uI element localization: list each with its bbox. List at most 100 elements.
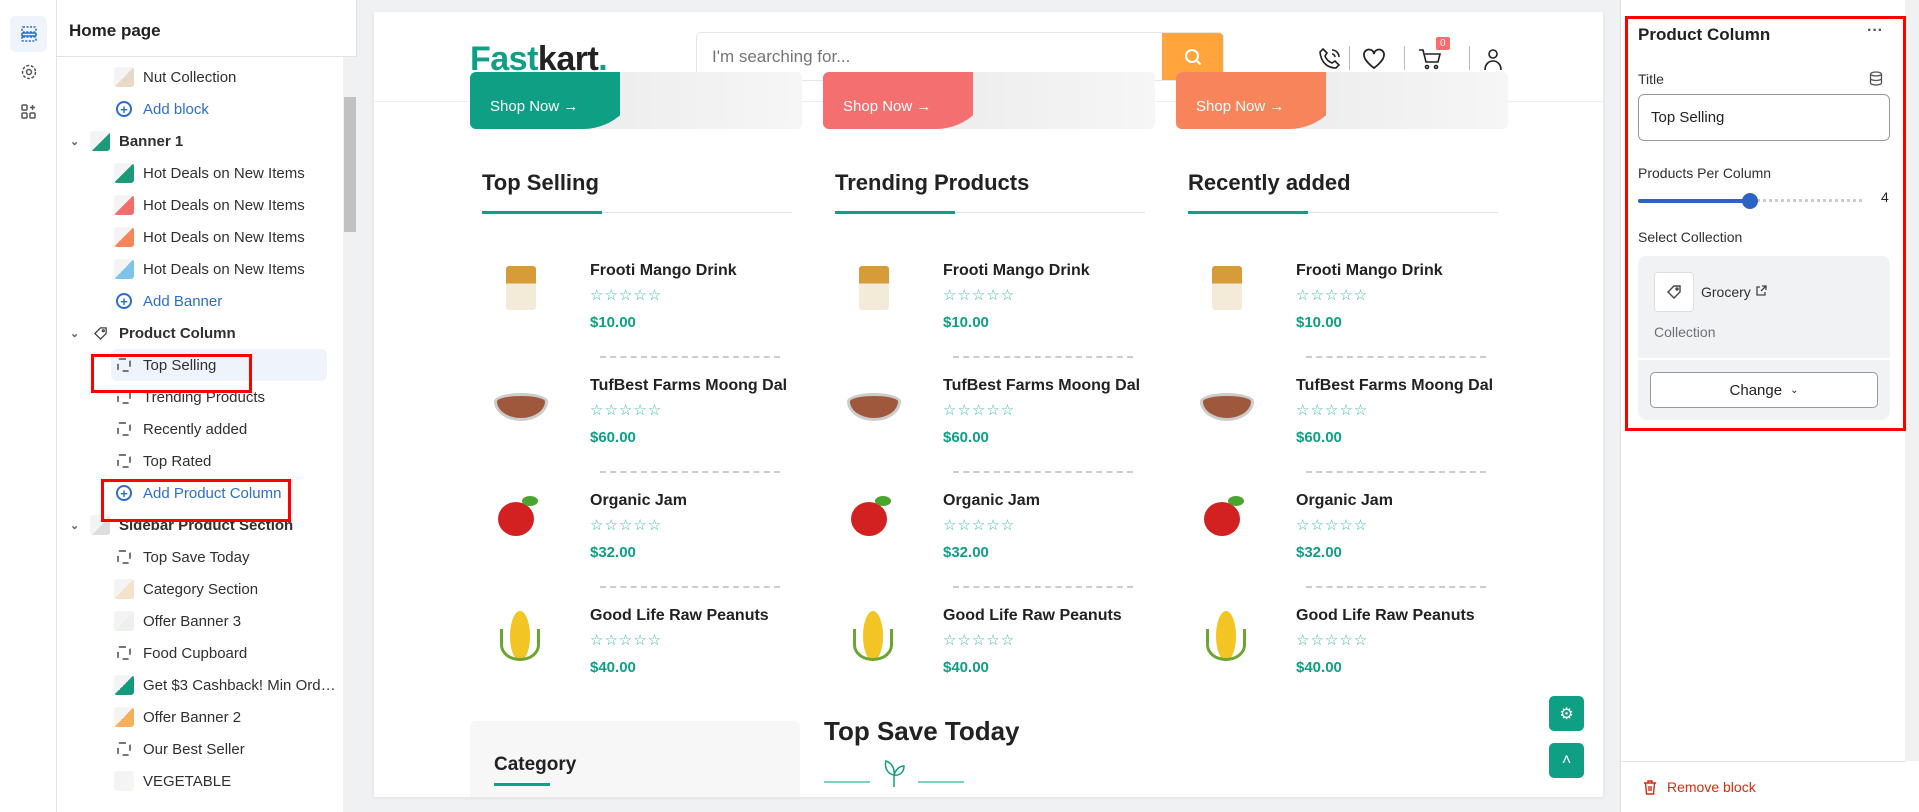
- product-name[interactable]: Organic Jam: [590, 492, 687, 509]
- tree-item[interactable]: VEGETABLE: [114, 765, 231, 797]
- product-card[interactable]: Good Life Raw Peanuts ☆☆☆☆☆ $40.00: [470, 597, 780, 707]
- product-card[interactable]: Good Life Raw Peanuts ☆☆☆☆☆ $40.00: [823, 597, 1133, 707]
- change-collection-button[interactable]: Change ⌄: [1650, 372, 1878, 408]
- product-card[interactable]: Frooti Mango Drink ☆☆☆☆☆ $10.00: [1176, 252, 1486, 362]
- tree-section[interactable]: ⌄ Product Column: [70, 317, 236, 349]
- product-name[interactable]: Frooti Mango Drink: [943, 262, 1090, 279]
- tree-item[interactable]: Top Save Today: [114, 541, 249, 573]
- settings-float-button[interactable]: ⚙: [1549, 696, 1584, 731]
- product-image[interactable]: [492, 611, 550, 661]
- store-logo[interactable]: Fastkart.: [470, 40, 608, 78]
- product-name[interactable]: TufBest Farms Moong Dal: [943, 377, 1141, 394]
- user-icon[interactable]: [1480, 46, 1506, 72]
- tree-item[interactable]: Offer Banner 3: [114, 605, 241, 637]
- product-image[interactable]: [492, 381, 550, 431]
- product-name[interactable]: Organic Jam: [943, 492, 1040, 509]
- product-name[interactable]: Good Life Raw Peanuts: [1296, 607, 1475, 624]
- tree-item-label: Offer Banner 2: [143, 708, 242, 726]
- product-name[interactable]: Good Life Raw Peanuts: [943, 607, 1122, 624]
- sections-icon[interactable]: [10, 16, 47, 52]
- scroll-top-button[interactable]: ˄: [1549, 743, 1584, 778]
- tree-item[interactable]: Offer Banner 2: [114, 701, 241, 733]
- product-image[interactable]: [1198, 611, 1256, 661]
- promo-banner[interactable]: Shop Now →: [823, 72, 1155, 129]
- product-image[interactable]: [492, 266, 550, 316]
- external-link-icon[interactable]: [1755, 285, 1767, 297]
- tree-scrollbar[interactable]: [343, 57, 357, 812]
- product-name[interactable]: TufBest Farms Moong Dal: [590, 377, 788, 394]
- tree-item[interactable]: Hot Deals on New Items: [114, 221, 305, 253]
- add-item-button[interactable]: + Add block: [114, 93, 209, 125]
- products-per-column-value: 4: [1881, 189, 1889, 205]
- shop-now-link[interactable]: Shop Now →: [1196, 98, 1285, 115]
- product-name[interactable]: Good Life Raw Peanuts: [590, 607, 769, 624]
- cart-icon[interactable]: [1417, 46, 1443, 72]
- product-card[interactable]: Frooti Mango Drink ☆☆☆☆☆ $10.00: [823, 252, 1133, 362]
- divider: [953, 356, 1133, 358]
- settings-scrollbar[interactable]: [1905, 0, 1919, 761]
- tree-section[interactable]: ⌄ Banner 1: [70, 125, 183, 157]
- tree-item[interactable]: Hot Deals on New Items: [114, 253, 305, 285]
- product-image[interactable]: [1198, 266, 1256, 316]
- block-thumbnail: [114, 771, 134, 791]
- apps-icon[interactable]: [10, 94, 47, 130]
- product-image[interactable]: [845, 266, 903, 316]
- product-card[interactable]: Good Life Raw Peanuts ☆☆☆☆☆ $40.00: [1176, 597, 1486, 707]
- tag-icon: [90, 323, 110, 343]
- block-placeholder-icon: [117, 422, 131, 436]
- product-image[interactable]: [845, 611, 903, 661]
- product-card[interactable]: TufBest Farms Moong Dal ☆☆☆☆☆ $60.00: [470, 367, 787, 477]
- panel-heading: Product Column: [1638, 25, 1771, 44]
- tree-item[interactable]: Nut Collection: [114, 61, 236, 93]
- product-name[interactable]: Organic Jam: [1296, 492, 1393, 509]
- tree-item[interactable]: Recently added: [114, 413, 247, 445]
- product-image[interactable]: [1198, 496, 1256, 546]
- shop-now-link[interactable]: Shop Now →: [490, 98, 579, 115]
- block-thumbnail: [114, 611, 134, 631]
- tree-item[interactable]: Hot Deals on New Items: [114, 189, 305, 221]
- rating-stars: ☆☆☆☆☆: [943, 287, 1016, 304]
- promo-banner[interactable]: Shop Now →: [470, 72, 802, 129]
- product-card[interactable]: Organic Jam ☆☆☆☆☆ $32.00: [470, 482, 780, 592]
- product-card[interactable]: Frooti Mango Drink ☆☆☆☆☆ $10.00: [470, 252, 780, 362]
- database-icon[interactable]: [1869, 71, 1883, 86]
- product-card[interactable]: TufBest Farms Moong Dal ☆☆☆☆☆ $60.00: [823, 367, 1140, 477]
- add-item-button[interactable]: + Add Product Column: [114, 477, 281, 509]
- tree-item[interactable]: Get $3 Cashback! Min Ord…: [114, 669, 336, 701]
- tree-item-label: Recently added: [143, 420, 248, 438]
- shop-now-link[interactable]: Shop Now →: [843, 98, 932, 115]
- product-card[interactable]: Organic Jam ☆☆☆☆☆ $32.00: [823, 482, 1133, 592]
- product-card[interactable]: Organic Jam ☆☆☆☆☆ $32.00: [1176, 482, 1486, 592]
- product-name[interactable]: TufBest Farms Moong Dal: [1296, 377, 1494, 394]
- product-image[interactable]: [845, 496, 903, 546]
- add-item-button[interactable]: + Add Banner: [114, 285, 222, 317]
- product-image[interactable]: [1198, 381, 1256, 431]
- chevron-down-icon[interactable]: ⌄: [70, 135, 80, 148]
- product-card[interactable]: TufBest Farms Moong Dal ☆☆☆☆☆ $60.00: [1176, 367, 1493, 477]
- chevron-down-icon[interactable]: ⌄: [70, 327, 80, 340]
- product-image[interactable]: [492, 496, 550, 546]
- heart-icon[interactable]: [1361, 46, 1387, 72]
- search-icon: [1184, 48, 1201, 65]
- products-per-column-slider[interactable]: [1638, 193, 1862, 209]
- tree-item[interactable]: Category Section: [114, 573, 258, 605]
- chevron-down-icon[interactable]: ⌄: [70, 519, 80, 532]
- rating-stars: ☆☆☆☆☆: [590, 287, 663, 304]
- product-name[interactable]: Frooti Mango Drink: [1296, 262, 1443, 279]
- remove-block-button[interactable]: Remove block: [1643, 779, 1756, 795]
- tag-icon: [1654, 272, 1694, 312]
- promo-banner[interactable]: Shop Now →: [1176, 72, 1508, 129]
- more-options-icon[interactable]: ···: [1867, 22, 1883, 39]
- product-image[interactable]: [845, 381, 903, 431]
- store-preview: Fastkart. 0 Shop Now → Shop Now → Shop Now…: [374, 12, 1603, 797]
- tree-item[interactable]: Hot Deals on New Items: [114, 157, 305, 189]
- title-input[interactable]: [1638, 94, 1890, 141]
- tree-item[interactable]: Our Best Seller: [114, 733, 245, 765]
- tree-item-label: Food Cupboard: [143, 644, 248, 662]
- settings-gear-icon[interactable]: [10, 54, 47, 90]
- tree-item[interactable]: Food Cupboard: [114, 637, 247, 669]
- product-name[interactable]: Frooti Mango Drink: [590, 262, 737, 279]
- collection-name[interactable]: Grocery: [1701, 284, 1751, 300]
- tree-item[interactable]: Top Rated: [114, 445, 211, 477]
- phone-icon[interactable]: [1317, 46, 1343, 72]
